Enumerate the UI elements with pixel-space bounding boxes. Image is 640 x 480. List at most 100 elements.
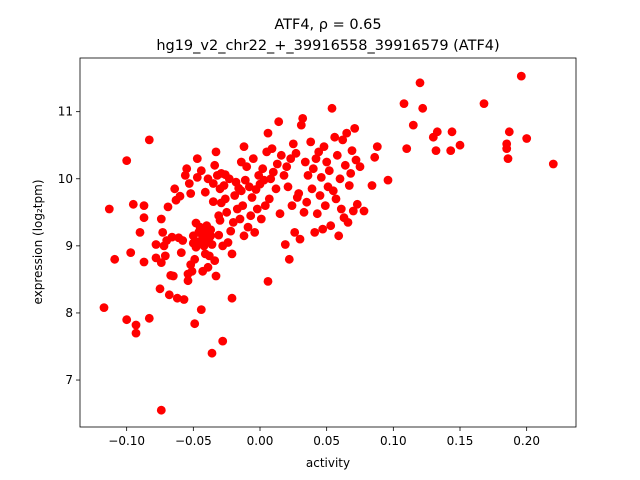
scatter-point [290, 228, 300, 237]
scatter-point [340, 160, 350, 170]
scatter-point [332, 150, 342, 160]
scatter-point [383, 175, 393, 185]
scatter-point [226, 226, 236, 236]
scatter-point [164, 290, 174, 300]
scatter-point [316, 173, 326, 182]
scatter-point [252, 204, 262, 214]
scatter-point [418, 103, 428, 113]
y-tick-label: 9 [65, 239, 73, 253]
scatter-point [447, 127, 457, 137]
scatter-point [227, 293, 237, 303]
scatter-point [238, 201, 248, 211]
scatter-point [224, 174, 234, 184]
x-tick-label: 0.15 [447, 434, 474, 448]
scatter-point [207, 240, 217, 249]
scatter-point [283, 182, 293, 192]
scatter-point [402, 144, 412, 154]
scatter-point [230, 191, 240, 200]
scatter-point [208, 179, 218, 188]
scatter-point [156, 405, 166, 415]
scatter-point [344, 181, 354, 190]
y-axis-label: expression (log₂tpm) [31, 179, 45, 304]
scatter-point [331, 194, 341, 204]
scatter-point [479, 99, 489, 108]
scatter-point [327, 103, 337, 113]
scatter-point [343, 218, 353, 227]
scatter-point [335, 174, 345, 184]
scatter-point [408, 120, 418, 130]
y-tick-label: 10 [58, 172, 73, 186]
scatter-point [156, 214, 166, 224]
scatter-point [275, 209, 285, 219]
scatter-point [272, 159, 282, 169]
scatter-point [318, 224, 328, 234]
scatter-point [122, 156, 132, 166]
scatter-point [346, 169, 356, 178]
points-layer [99, 71, 558, 415]
scatter-point [192, 154, 202, 164]
scatter-point [236, 186, 246, 196]
scatter-point [288, 139, 298, 149]
x-tick-label: 0.05 [313, 434, 340, 448]
scatter-point [300, 157, 310, 167]
scatter-point [279, 171, 289, 180]
x-tick-label: 0.10 [380, 434, 407, 448]
scatter-point [218, 336, 228, 346]
scatter-point [260, 201, 270, 211]
scatter-point [192, 173, 202, 182]
scatter-point [122, 315, 132, 325]
scatter-point [291, 148, 301, 158]
scatter-point [190, 254, 200, 264]
scatter-point [455, 140, 465, 150]
scatter-point [299, 207, 309, 217]
scatter-point [110, 254, 120, 264]
scatter-point [190, 319, 200, 329]
scatter-point [135, 228, 145, 237]
scatter-point [342, 128, 352, 138]
scatter-point [182, 164, 192, 174]
scatter-point [326, 221, 336, 231]
scatter-point [184, 179, 194, 188]
scatter-point [350, 123, 360, 133]
scatter-point [156, 258, 166, 267]
scatter-point [240, 175, 250, 185]
scatter-point [280, 240, 290, 249]
scatter-point [263, 128, 273, 138]
scatter-point [310, 228, 320, 237]
x-tick-label: −0.10 [108, 434, 145, 448]
scatter-point [266, 174, 276, 184]
scatter-point [516, 71, 526, 81]
y-axis-ticks: 7 8 9 10 11 [58, 105, 80, 387]
scatter-point [367, 181, 377, 190]
chart-title-line1: ATF4, ρ = 0.65 [274, 17, 381, 33]
scatter-point [178, 236, 188, 245]
scatter-point [186, 189, 196, 198]
scatter-point [211, 147, 221, 157]
scatter-point [504, 127, 514, 137]
scatter-point [210, 160, 220, 170]
scatter-point [322, 157, 332, 167]
scatter-point [324, 166, 334, 176]
scatter-point [227, 249, 237, 259]
scatter-point [311, 154, 321, 164]
scatter-point [282, 162, 292, 172]
scatter-point [170, 184, 180, 194]
scatter-point [167, 232, 177, 242]
scatter-point [320, 201, 330, 211]
scatter-point [246, 211, 256, 221]
scatter-point [303, 171, 313, 180]
scatter-point [196, 305, 206, 314]
scatter-point [302, 197, 312, 207]
scatter-point [336, 204, 346, 214]
scatter-point [208, 197, 218, 207]
scatter-point [296, 120, 306, 130]
scatter-point [268, 167, 278, 177]
scatter-point [315, 191, 325, 200]
scatter-point [274, 117, 284, 127]
x-axis-label: activity [306, 456, 350, 470]
y-tick-label: 8 [65, 306, 73, 320]
scatter-point [203, 262, 213, 272]
scatter-point [348, 206, 358, 216]
y-tick-label: 11 [58, 105, 73, 119]
scatter-point [196, 166, 206, 176]
